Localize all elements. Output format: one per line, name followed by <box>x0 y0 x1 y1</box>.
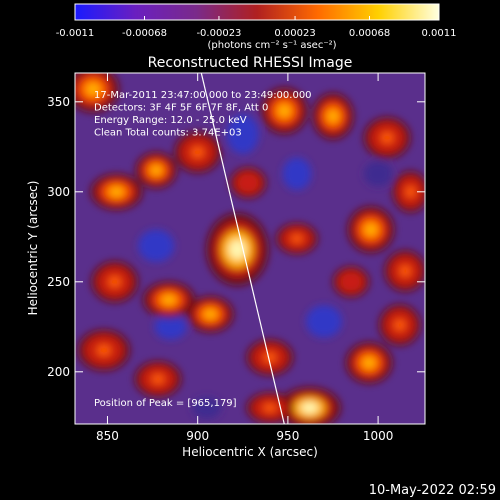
source-core <box>96 344 112 356</box>
x-tick-label: 950 <box>276 429 299 443</box>
source-core <box>345 277 357 287</box>
annotation-line: Detectors: 3F 4F 5F 6F 7F 8F, Att 0 <box>94 103 268 114</box>
dark-region <box>305 305 343 338</box>
colorbar-unit-label: (photons cm⁻² s⁻¹ asec⁻²) <box>207 40 336 51</box>
source-core <box>277 104 291 118</box>
colorbar-tick-label: 0.00023 <box>274 28 315 39</box>
x-tick-label: 850 <box>96 429 119 443</box>
source-core <box>85 82 101 96</box>
source-core <box>191 146 205 158</box>
colorbar: -0.0011 -0.00068 -0.00023 0.00023 0.00068 0.0… <box>56 3 457 51</box>
source-core <box>364 223 378 237</box>
colorbar-tick-label: 0.00068 <box>349 28 390 39</box>
dark-region <box>226 114 260 154</box>
dark-region <box>363 161 393 187</box>
peak-position-label: Position of Peak = [965,179] <box>94 398 237 409</box>
y-axis-ticks: 200 250 300 350 <box>47 95 425 379</box>
footer-timestamp: 10-May-2022 02:59 <box>369 483 496 498</box>
source-core <box>327 109 339 123</box>
source-core <box>150 165 162 176</box>
source-core <box>151 373 165 385</box>
x-tick-label: 1000 <box>363 429 394 443</box>
x-tick-label: 900 <box>186 429 209 443</box>
solar-limb-line <box>200 73 285 424</box>
y-tick-label: 250 <box>47 275 70 289</box>
y-tick-label: 300 <box>47 185 70 199</box>
colorbar-tick-label: 0.0011 <box>422 28 457 39</box>
source-core <box>380 132 394 144</box>
source-core <box>393 319 406 331</box>
source-core <box>109 186 124 197</box>
source-core <box>399 265 411 277</box>
annotation-line: Energy Range: 12.0 - 25.0 keV <box>94 115 247 126</box>
source-core <box>161 294 177 305</box>
colorbar-tick-label: -0.00023 <box>196 28 241 39</box>
annotation-line: Clean Total counts: 3.74E+03 <box>94 128 242 139</box>
source-core <box>291 234 303 243</box>
plot-area: 850 900 950 1000 200 250 300 350 <box>47 72 426 443</box>
annotation-line: 17-Mar-2011 23:47:00.000 to 23:49:00.000 <box>94 90 312 101</box>
source-core <box>300 402 319 414</box>
x-axis-ticks: 850 900 950 1000 <box>96 73 393 443</box>
source-core <box>243 178 254 188</box>
dark-region <box>138 229 175 262</box>
source-core <box>108 276 122 288</box>
x-axis-label: Heliocentric X (arcsec) <box>182 445 318 459</box>
plot-frame <box>74 72 426 425</box>
colorbar-bar <box>74 3 440 21</box>
intensity-map <box>75 73 425 424</box>
y-axis-label: Heliocentric Y (arcsec) <box>26 181 40 316</box>
chart-title: Reconstructed RHESSI Image <box>148 55 353 71</box>
source-core <box>263 352 277 363</box>
source-core <box>405 186 416 198</box>
y-tick-label: 200 <box>47 365 70 379</box>
dark-region <box>192 397 222 419</box>
dark-region <box>282 157 312 190</box>
source-core <box>203 309 217 320</box>
source-core <box>263 403 277 413</box>
colorbar-ticks: -0.0011 -0.00068 -0.00023 0.00023 0.00068 0.0… <box>56 16 457 39</box>
y-tick-label: 350 <box>47 95 70 109</box>
colorbar-tick-label: -0.0011 <box>56 28 95 39</box>
image-annotations: 17-Mar-2011 23:47:00.000 to 23:49:00.000… <box>94 90 312 139</box>
dark-region <box>154 314 187 340</box>
colorbar-tick-label: -0.00068 <box>122 28 167 39</box>
source-core <box>362 357 376 369</box>
